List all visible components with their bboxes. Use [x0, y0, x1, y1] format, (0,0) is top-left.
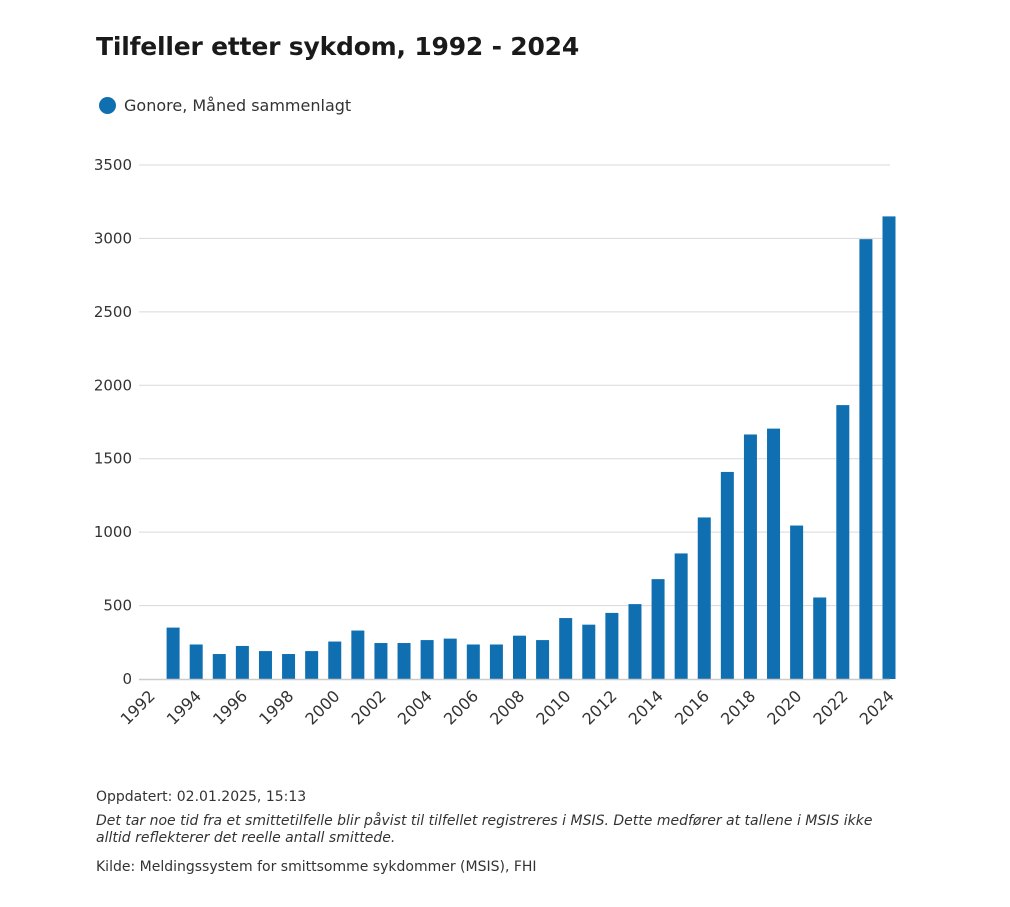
x-tick-label: 2020 [763, 686, 805, 728]
bar-2021[interactable] [813, 597, 827, 679]
y-tick-label: 3000 [94, 229, 132, 247]
legend-marker [99, 97, 116, 114]
x-tick-label: 2014 [625, 686, 667, 728]
bar-1993[interactable] [166, 627, 180, 679]
bar-2017[interactable] [720, 471, 734, 679]
y-tick-label: 500 [103, 597, 132, 615]
gridlines [139, 164, 890, 607]
bars [166, 216, 896, 680]
chart-legend[interactable]: Gonore, Måned sammenlagt [99, 96, 351, 115]
x-tick-label: 1994 [163, 686, 205, 728]
y-tick-label: 2000 [94, 376, 132, 394]
bar-2001[interactable] [351, 630, 365, 679]
bar-2022[interactable] [836, 405, 850, 679]
x-tick-label: 2018 [717, 686, 759, 728]
bar-2014[interactable] [651, 579, 665, 679]
bar-2013[interactable] [628, 604, 642, 679]
bar-1994[interactable] [189, 644, 203, 679]
bar-2015[interactable] [674, 553, 688, 679]
bar-2023[interactable] [859, 239, 873, 680]
x-tick-label: 2000 [301, 686, 343, 728]
bar-1995[interactable] [212, 654, 226, 679]
x-tick-label: 2002 [348, 686, 390, 728]
x-tick-label: 2008 [486, 686, 528, 728]
x-tick-label: 1996 [209, 686, 251, 728]
x-axis-tick-labels: 1992 1994 1996 1998 2000 2002 2004 2006 2008 2010… [117, 686, 898, 728]
x-tick-label: 2012 [578, 686, 620, 728]
bar-2018[interactable] [743, 434, 757, 679]
bar-2019[interactable] [767, 428, 781, 679]
bar-2005[interactable] [443, 638, 457, 679]
x-tick-label: 2006 [440, 686, 482, 728]
x-tick-label: 2004 [394, 686, 436, 728]
y-tick-label: 1500 [94, 450, 132, 468]
bar-2003[interactable] [397, 643, 411, 679]
source-credit: Kilde: Meldingssystem for smittsomme syk… [96, 859, 537, 875]
bar-2002[interactable] [374, 643, 388, 679]
bar-2006[interactable] [466, 644, 480, 679]
bar-1996[interactable] [235, 645, 249, 679]
bar-2012[interactable] [605, 612, 619, 679]
bar-1997[interactable] [258, 651, 272, 679]
x-tick-label: 2024 [856, 686, 898, 728]
y-tick-label: 0 [122, 670, 132, 688]
x-tick-label: 2022 [809, 686, 851, 728]
x-tick-label: 1992 [117, 686, 159, 728]
x-tick-label: 2016 [671, 686, 713, 728]
bar-2004[interactable] [420, 640, 434, 679]
bar-2011[interactable] [582, 624, 596, 679]
bar-2008[interactable] [513, 635, 526, 679]
bar-1998[interactable] [282, 654, 296, 679]
bar-2000[interactable] [328, 641, 342, 679]
bar-2009[interactable] [536, 640, 550, 679]
legend-label: Gonore, Måned sammenlagt [124, 96, 352, 115]
bar-2024[interactable] [882, 216, 896, 679]
bar-2020[interactable] [790, 525, 804, 679]
y-tick-label: 3500 [94, 156, 132, 174]
bar-2016[interactable] [697, 517, 711, 679]
chart-title: Tilfeller etter sykdom, 1992 - 2024 [96, 32, 580, 61]
y-tick-label: 2500 [94, 303, 132, 321]
updated-timestamp: Oppdatert: 02.01.2025, 15:13 [96, 789, 307, 805]
bar-2010[interactable] [559, 618, 573, 679]
bar-2007[interactable] [489, 644, 503, 679]
x-tick-label: 2010 [532, 686, 574, 728]
disclaimer-note: Det tar noe tid fra et smittetilfelle bl… [96, 813, 873, 846]
bar-1999[interactable] [305, 651, 319, 679]
x-tick-label: 1998 [255, 686, 297, 728]
y-axis-tick-labels: 0 500 1000 1500 2000 2500 3000 3500 [94, 156, 132, 688]
y-tick-label: 1000 [94, 523, 132, 541]
